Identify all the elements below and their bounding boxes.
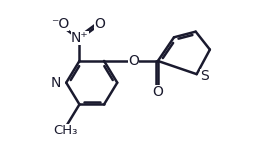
Text: N⁺: N⁺ [71, 31, 89, 45]
Text: N: N [51, 76, 61, 90]
Text: O: O [152, 85, 163, 99]
Text: O: O [94, 17, 105, 31]
Text: O: O [128, 54, 139, 68]
Text: ⁻O: ⁻O [51, 17, 69, 31]
Text: CH₃: CH₃ [53, 124, 78, 137]
Text: S: S [200, 69, 208, 83]
